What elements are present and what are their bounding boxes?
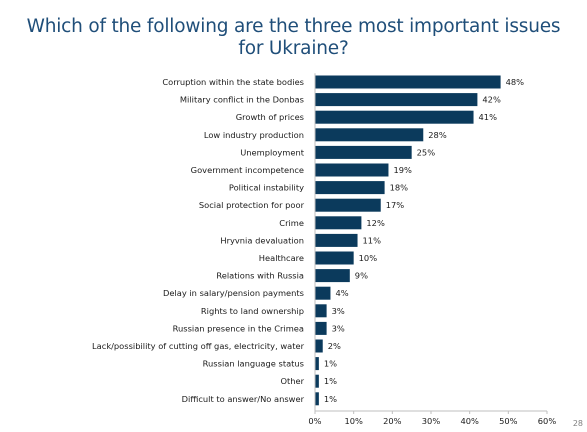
bar xyxy=(315,181,385,195)
bar xyxy=(315,128,424,142)
value-label: 12% xyxy=(366,218,385,228)
value-labels: 48% 42% 41% 28% 25% 19% 18% 17%12% 11% 10% 9% 4% 3% 3… xyxy=(324,77,524,404)
x-tick-label: 40% xyxy=(460,416,479,426)
x-tick-label: 20% xyxy=(383,416,402,426)
x-tick-label: 60% xyxy=(538,416,557,426)
bar xyxy=(315,392,319,406)
value-label: 48% xyxy=(506,77,525,87)
category-label: Military conflict in the Donbas xyxy=(180,95,304,105)
bar xyxy=(315,198,381,212)
bar xyxy=(315,233,358,247)
value-label: 9% xyxy=(355,271,368,281)
bar xyxy=(315,269,350,283)
category-label: Corruption within the state bodies xyxy=(162,77,304,87)
category-label: Crime xyxy=(279,218,304,228)
bar xyxy=(315,286,331,300)
bar xyxy=(315,304,327,318)
bar xyxy=(315,145,412,159)
value-label: 10% xyxy=(359,253,378,263)
value-label: 11% xyxy=(363,235,382,245)
category-label: Difficult to answer/No answer xyxy=(182,394,305,404)
bar xyxy=(315,93,478,107)
slide-title: Which of the following are the three mos… xyxy=(26,16,561,59)
value-label: 1% xyxy=(324,359,337,369)
value-label: 3% xyxy=(332,323,345,333)
category-label: Relations with Russia xyxy=(216,271,304,281)
category-label: Healthcare xyxy=(259,253,304,263)
x-axis: 0% 10% 20% 30% 40% 50% 60% xyxy=(308,73,556,426)
bar xyxy=(315,216,362,230)
bar xyxy=(315,339,323,353)
bar xyxy=(315,75,501,89)
value-label: 25% xyxy=(417,147,436,157)
value-label: 28% xyxy=(428,130,447,140)
category-label: Hryvnia devaluation xyxy=(220,235,304,245)
value-label: 41% xyxy=(479,112,498,122)
bar xyxy=(315,110,474,124)
value-label: 4% xyxy=(335,288,348,298)
value-label: 1% xyxy=(324,376,337,386)
category-label: Russian presence in the Crimea xyxy=(173,323,304,333)
x-tick-label: 50% xyxy=(499,416,518,426)
value-label: 19% xyxy=(393,165,412,175)
x-tick-label: 10% xyxy=(344,416,363,426)
category-label: Lack/possibility of cutting off gas, ele… xyxy=(92,341,305,351)
bar xyxy=(315,374,319,388)
category-label: Delay in salary/pension payments xyxy=(163,288,304,298)
category-labels: Corruption within the state bodies Milita… xyxy=(92,77,305,404)
category-label: Growth of prices xyxy=(236,112,304,122)
value-label: 18% xyxy=(390,183,409,193)
bars-layer xyxy=(315,75,501,406)
bar xyxy=(315,251,354,265)
x-tick-label: 0% xyxy=(308,416,321,426)
bar xyxy=(315,321,327,335)
value-label: 3% xyxy=(332,306,345,316)
value-label: 1% xyxy=(324,394,337,404)
category-label: Political instability xyxy=(229,183,304,193)
value-label: 42% xyxy=(482,95,501,105)
category-label: Other xyxy=(280,376,304,386)
value-label: 17% xyxy=(386,200,405,210)
x-tick-label: 30% xyxy=(422,416,441,426)
category-label: Rights to land ownership xyxy=(201,306,304,316)
bar xyxy=(315,357,319,371)
bar xyxy=(315,163,389,177)
category-label: Social protection for poor xyxy=(199,200,305,210)
category-label: Unemployment xyxy=(240,147,305,157)
category-label: Government incompetence xyxy=(191,165,304,175)
value-label: 2% xyxy=(328,341,341,351)
category-label: Low industry production xyxy=(204,130,304,140)
page-number: 28 xyxy=(572,419,583,428)
category-label: Russian language status xyxy=(203,359,304,369)
